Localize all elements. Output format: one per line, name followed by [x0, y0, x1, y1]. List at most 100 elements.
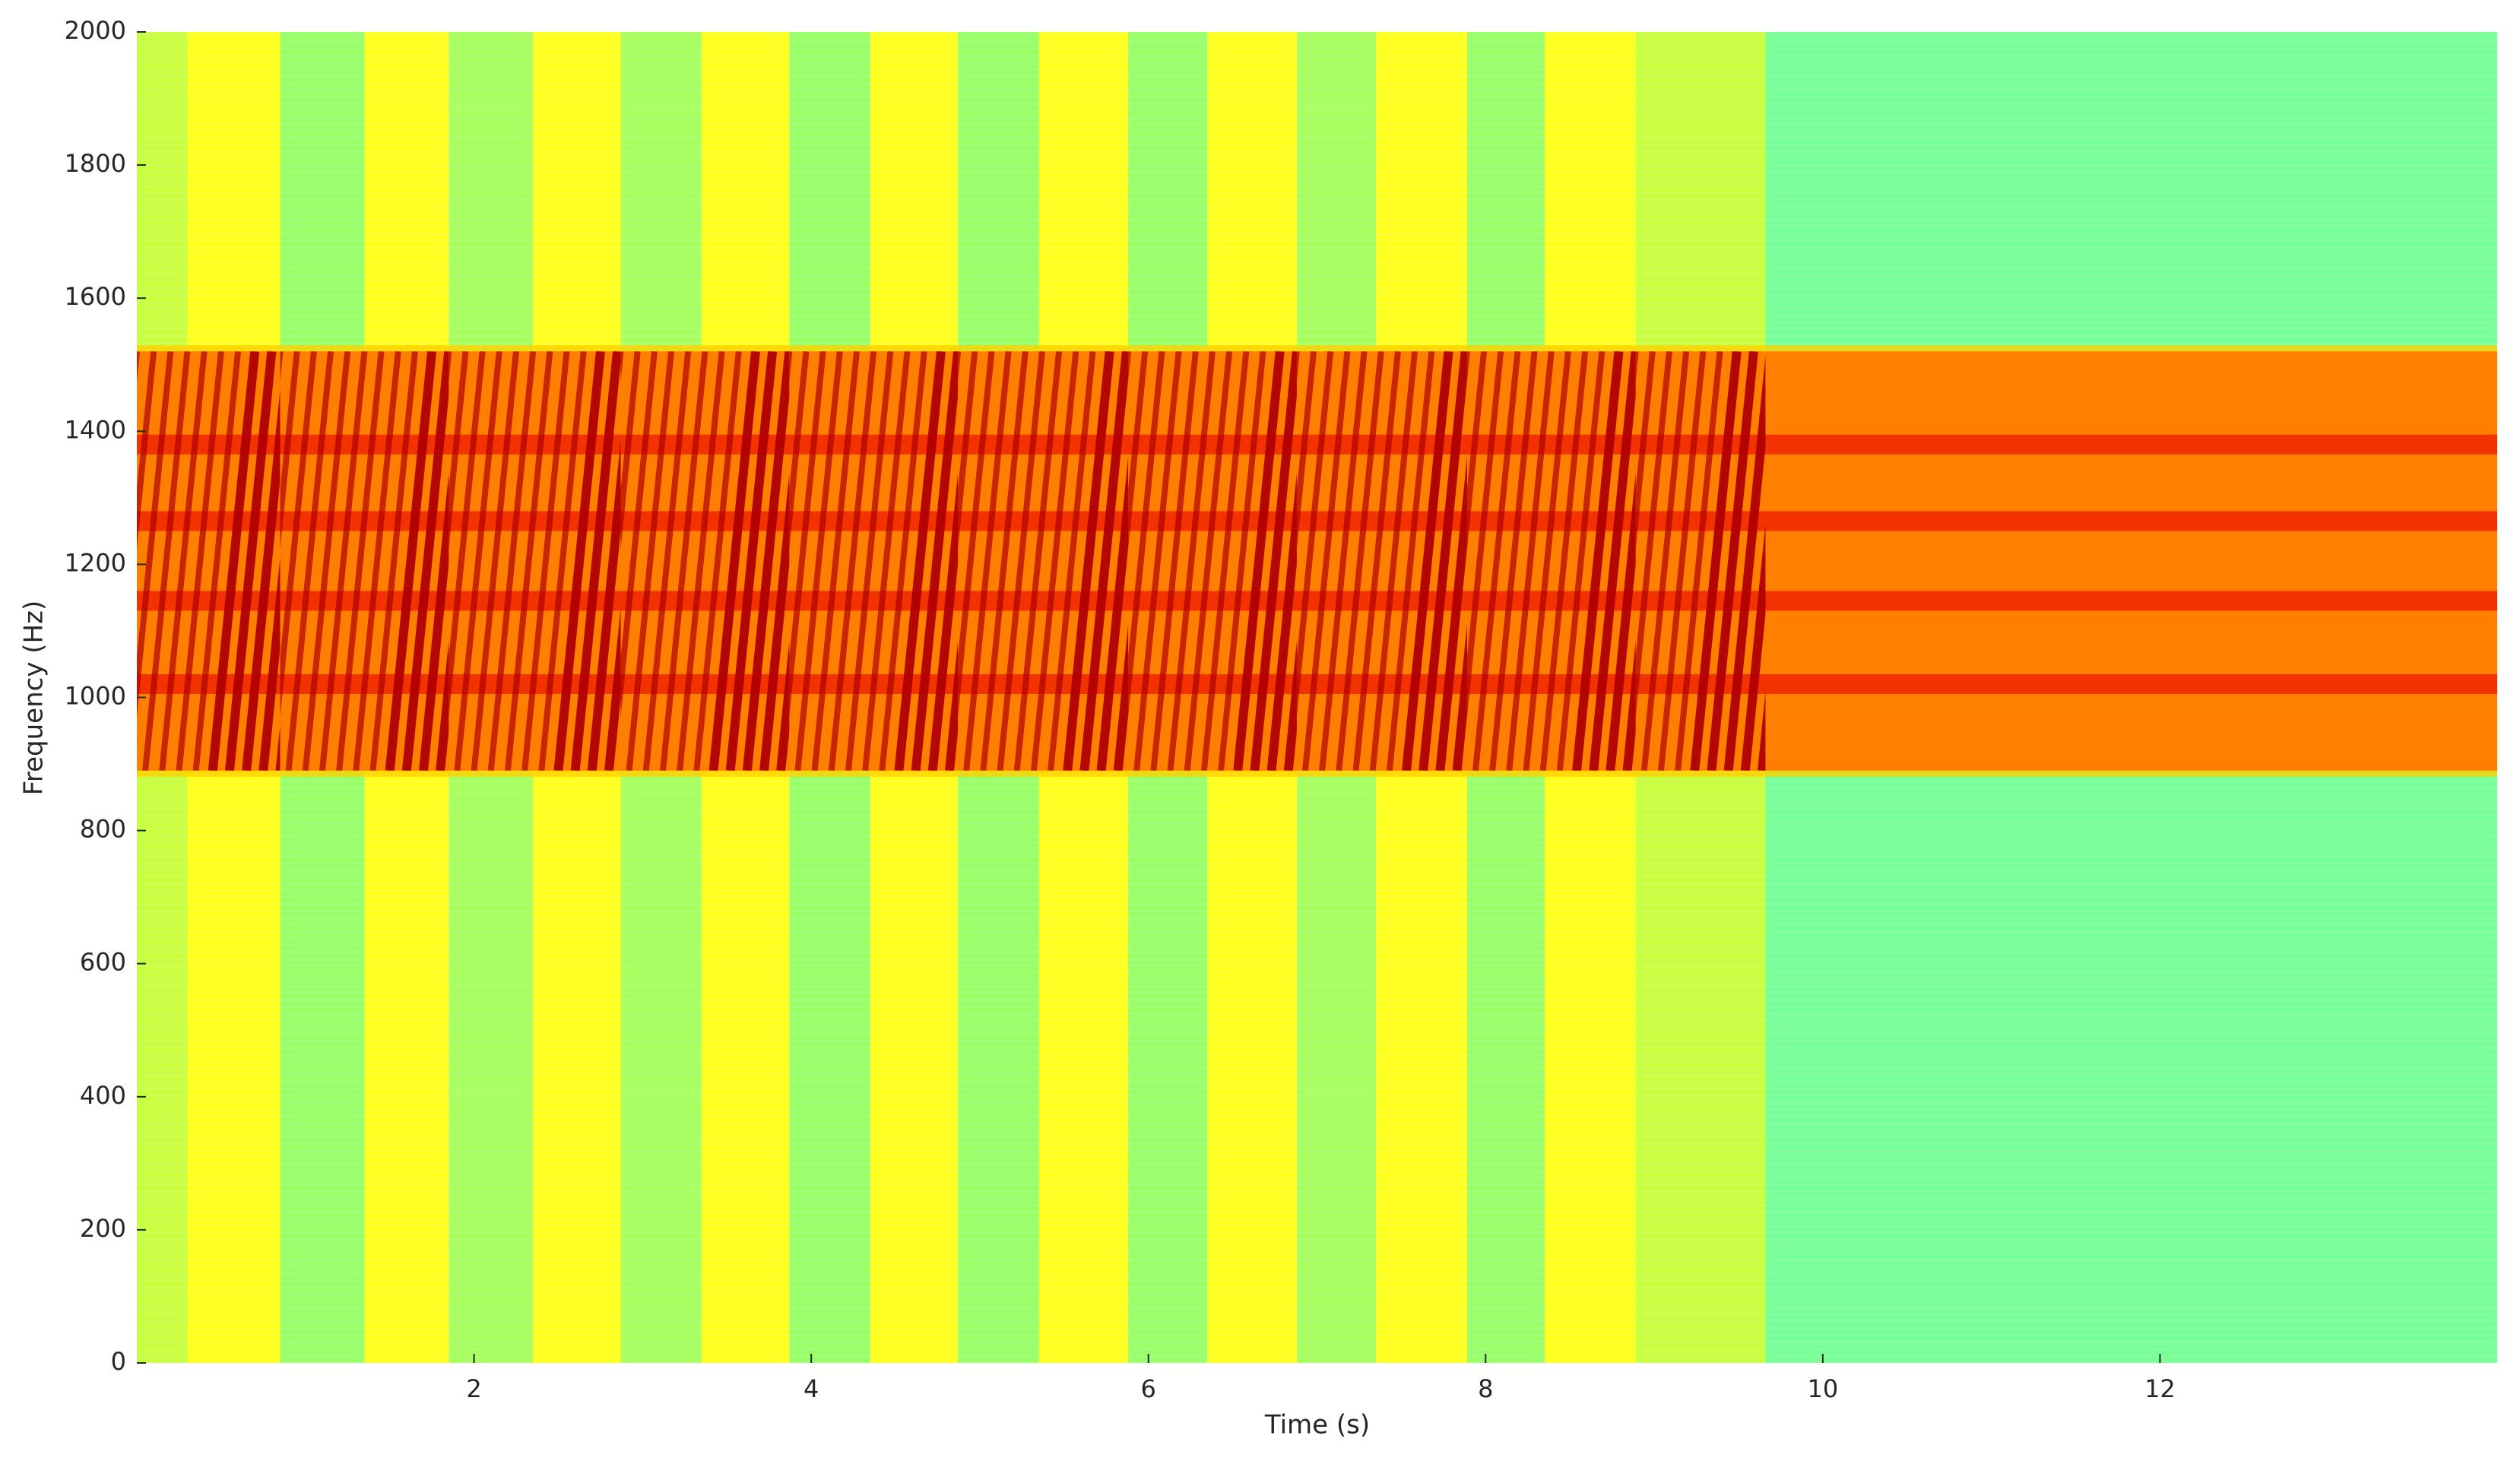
chirp-line — [1296, 351, 1334, 718]
chirp-line — [1200, 351, 1250, 771]
y-tick-label: 2000 — [65, 16, 126, 45]
chirp-line — [794, 351, 843, 771]
plot-area — [137, 32, 2497, 1363]
chirp-line — [980, 351, 1029, 771]
chirp-line — [742, 351, 790, 771]
chirp-line — [1386, 351, 1435, 771]
x-tick-label: 6 — [1141, 1374, 1156, 1403]
chirp-line — [1128, 351, 1149, 550]
chirp-line — [1301, 351, 1351, 771]
chirp-line — [963, 351, 1012, 771]
chirp-line — [1506, 351, 1555, 771]
chirp-line — [1657, 351, 1707, 771]
chirp-line — [449, 351, 469, 550]
chirp-line — [1063, 351, 1114, 771]
x-tick-label: 10 — [1807, 1374, 1838, 1403]
chirp-line — [1030, 351, 1079, 771]
chirp-line — [285, 351, 334, 771]
chirp-line — [1283, 641, 1297, 771]
chirp-line — [1184, 351, 1233, 771]
chirp-line — [1369, 351, 1418, 771]
chirp-line — [659, 351, 708, 771]
chirp-burst — [620, 351, 790, 771]
chirp-burst — [1635, 351, 1766, 771]
chirp-line — [553, 351, 605, 771]
x-axis-title: Time (s) — [1264, 1410, 1370, 1440]
chirp-line — [538, 351, 587, 771]
chirp-line — [958, 351, 978, 550]
chirp-line — [1233, 351, 1285, 771]
chirp-line — [879, 351, 927, 771]
chirp-line — [159, 351, 208, 771]
chirp-line — [776, 641, 790, 771]
chirp-line — [626, 351, 675, 771]
chirp-line — [1589, 351, 1636, 771]
chirp-burst — [1466, 351, 1636, 771]
chirp-line — [280, 351, 317, 718]
chirp-line — [894, 351, 946, 771]
chirp-line — [449, 351, 486, 718]
chirp-line — [604, 607, 621, 771]
chirp-line — [1452, 624, 1467, 771]
chirp-line — [1723, 356, 1766, 771]
y-tick-label: 0 — [111, 1347, 126, 1376]
chirp-line — [1250, 351, 1297, 771]
chirp-line — [504, 351, 553, 771]
chirp-line — [1079, 351, 1129, 771]
x-tick-label: 12 — [2144, 1374, 2176, 1403]
x-tick-label: 4 — [804, 1374, 819, 1403]
chirp-burst — [789, 351, 959, 771]
chirp-line — [369, 351, 418, 771]
chirp-line — [242, 389, 281, 771]
chirp-line — [401, 351, 449, 771]
chirp-line — [811, 351, 861, 771]
chirp-line — [208, 351, 260, 771]
chirp-line — [911, 351, 959, 771]
chirp-line — [845, 351, 894, 771]
chirp-burst — [137, 351, 281, 771]
chirp-line — [789, 351, 826, 718]
chirp-line — [487, 351, 537, 771]
chirp-line — [1133, 351, 1182, 771]
y-tick-label: 800 — [80, 815, 126, 844]
chirp-line — [1635, 351, 1656, 550]
chirp-line — [1266, 473, 1297, 771]
y-tick-label: 200 — [80, 1214, 126, 1243]
chirp-line — [436, 641, 449, 771]
chirp-line — [828, 351, 877, 771]
y-tick-label: 1000 — [65, 682, 126, 711]
chirp-line — [759, 473, 790, 771]
chirp-line — [708, 351, 760, 771]
chirp-line — [1640, 351, 1690, 771]
y-tick-label: 1800 — [65, 149, 126, 178]
chirp-line — [620, 351, 641, 550]
chirp-line — [454, 351, 502, 771]
chirp-line — [302, 351, 351, 771]
chirp-line — [521, 351, 570, 771]
y-tick-label: 600 — [80, 948, 126, 977]
chirp-line — [419, 473, 449, 771]
chirp-line — [471, 351, 519, 771]
chirp-line — [1622, 641, 1636, 771]
x-tick-label: 2 — [466, 1374, 481, 1403]
chirp-line — [1352, 351, 1401, 771]
chirp-line — [1489, 351, 1538, 771]
chirp-line — [997, 351, 1045, 771]
chirp-line — [945, 641, 959, 771]
chirp-line — [1556, 351, 1606, 771]
chirp-burst — [958, 351, 1129, 771]
chirp-line — [1572, 351, 1624, 771]
chirp-line — [570, 351, 621, 771]
chirp-burst — [280, 351, 449, 771]
chirp-line — [1013, 351, 1063, 771]
chirp-line — [642, 351, 692, 771]
chirp-line — [1319, 351, 1368, 771]
y-tick-label: 1400 — [65, 415, 126, 444]
chirp-line — [353, 351, 401, 771]
chirp-line — [862, 351, 911, 771]
chirp-line — [958, 351, 995, 718]
chirp-line — [1128, 351, 1165, 718]
chirp-line — [280, 351, 300, 550]
y-tick-label: 1600 — [65, 282, 126, 311]
